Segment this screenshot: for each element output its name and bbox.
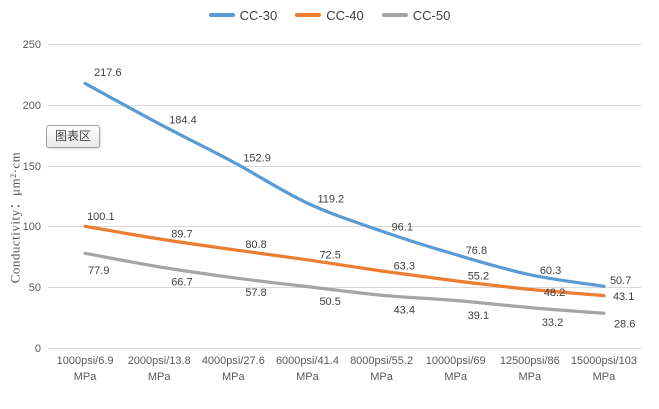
x-axis-label: MPa (74, 371, 98, 383)
chart-legend: CC-30 CC-40 CC-50 (0, 6, 659, 24)
data-label-cc-40: 100.1 (87, 211, 115, 223)
legend-line-marker (381, 13, 408, 17)
series-line-cc-50[interactable] (83, 251, 606, 315)
x-axis-label: MPa (444, 371, 468, 383)
x-axis-label: MPa (519, 371, 543, 383)
legend-label: CC-40 (326, 7, 364, 23)
data-label-cc-50: 39.1 (468, 310, 489, 322)
data-label-cc-40: 55.2 (468, 270, 489, 282)
y-tick-label: 250 (23, 39, 41, 51)
series-line-cc-40[interactable] (83, 224, 606, 298)
legend-item-cc-30[interactable]: CC-30 (208, 7, 278, 23)
data-label-cc-30: 217.6 (94, 67, 122, 79)
data-label-cc-30: 76.8 (466, 245, 487, 257)
data-label-cc-40: 80.8 (245, 239, 266, 251)
data-label-cc-50: 33.2 (542, 317, 563, 329)
data-label-cc-50: 28.6 (614, 319, 635, 331)
x-axis-label: 8000psi/55.2 (350, 355, 413, 367)
data-label-cc-40: 72.5 (319, 249, 340, 261)
x-axis-label: 10000psi/69 (426, 355, 486, 367)
data-label-cc-30: 152.9 (243, 153, 271, 165)
x-axis-label: 4000psi/27.6 (202, 355, 265, 367)
x-axis-label: MPa (593, 371, 617, 383)
y-tick-label: 0 (35, 343, 41, 355)
data-label-cc-30: 60.3 (540, 265, 561, 277)
legend-label: CC-30 (239, 7, 278, 23)
y-tick-label: 50 (29, 282, 41, 294)
x-axis-label: MPa (296, 371, 320, 383)
data-label-cc-40: 48.2 (544, 287, 565, 299)
data-label-cc-40: 89.7 (171, 228, 192, 240)
data-label-cc-50: 66.7 (171, 276, 192, 288)
legend-line-marker (208, 13, 235, 17)
legend-item-cc-50[interactable]: CC-50 (381, 7, 451, 23)
data-label-cc-30: 96.1 (392, 222, 413, 234)
x-axis-label: 2000psi/13.8 (128, 355, 191, 367)
legend-item-cc-40[interactable]: CC-40 (295, 9, 364, 22)
legend-line-marker (295, 13, 322, 17)
data-label-cc-50: 77.9 (88, 265, 109, 277)
x-axis-label: MPa (222, 371, 246, 383)
y-tick-label: 150 (23, 161, 41, 173)
y-tick-label: 100 (23, 221, 41, 233)
x-axis-label: MPa (370, 371, 394, 383)
data-label-cc-50: 57.8 (245, 287, 266, 299)
x-axis-label: MPa (148, 371, 172, 383)
y-tick-label: 200 (23, 100, 41, 112)
data-label-cc-30: 119.2 (317, 194, 344, 206)
legend-label: CC-50 (412, 7, 451, 23)
x-axis-label: 1000psi/6.9 (57, 355, 114, 367)
data-label-cc-50: 43.4 (394, 305, 415, 317)
x-axis-label: 12500psi/86 (500, 355, 560, 367)
x-axis-label: 15000psi/103 (571, 355, 637, 367)
x-axis-label: 6000psi/41.4 (276, 355, 339, 367)
data-label-cc-30: 184.4 (169, 114, 197, 126)
data-label-cc-40: 63.3 (394, 261, 415, 273)
series-line-cc-30[interactable] (83, 81, 606, 288)
data-label-cc-50: 50.5 (319, 296, 340, 308)
data-label-cc-40: 43.1 (613, 291, 634, 303)
chart-area-tooltip: 图表区 (46, 125, 101, 149)
data-label-cc-30: 50.7 (610, 275, 631, 287)
